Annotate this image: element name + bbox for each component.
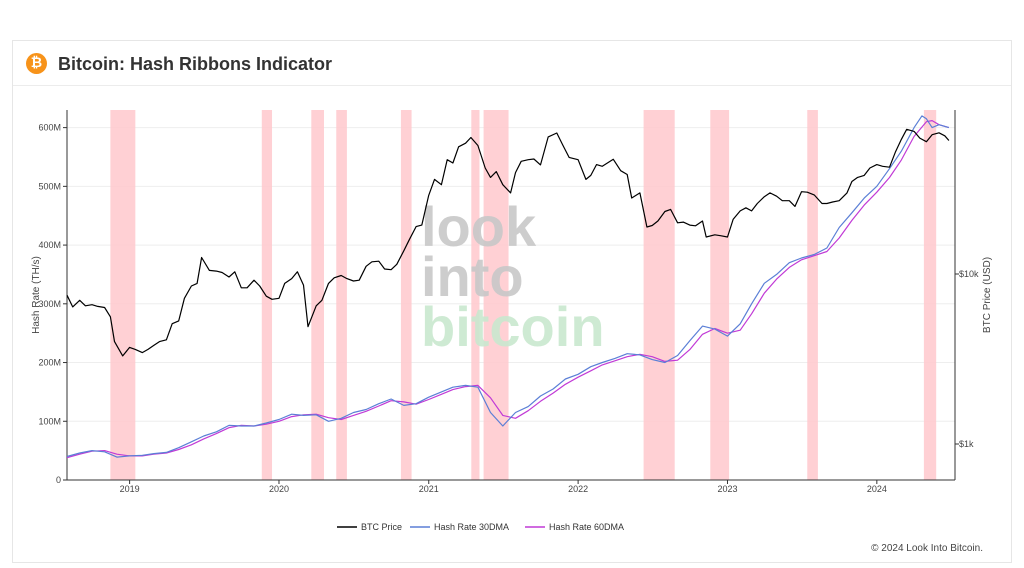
y2-axis-title: BTC Price (USD)	[982, 257, 993, 333]
chart-header: ₿ Bitcoin: Hash Ribbons Indicator	[13, 41, 1011, 86]
y-tick-label: 0	[56, 475, 61, 485]
capitulation-band	[110, 110, 136, 480]
legend-item: Hash Rate 30DMA	[410, 522, 509, 532]
bitcoin-logo-icon: ₿	[26, 53, 47, 74]
btc-price-line	[66, 128, 950, 357]
capitulation-band	[400, 110, 412, 480]
watermark-text: into	[421, 245, 524, 308]
watermark-text: bitcoin	[421, 295, 605, 358]
x-tick-label: 2021	[419, 484, 439, 494]
page-title: Bitcoin: Hash Ribbons Indicator	[58, 54, 333, 74]
y2-tick-label: $1k	[959, 439, 974, 449]
legend-item: BTC Price	[337, 522, 402, 532]
y-tick-label: 200M	[38, 358, 61, 368]
hash-rate-30dma-line	[66, 115, 950, 458]
y-tick-label: 100M	[38, 416, 61, 426]
x-tick-label: 2024	[867, 484, 887, 494]
x-tick-label: 2022	[568, 484, 588, 494]
capitulation-band	[261, 110, 273, 480]
legend-item: Hash Rate 60DMA	[525, 522, 624, 532]
x-tick-label: 2019	[120, 484, 140, 494]
capitulation-band	[311, 110, 324, 480]
x-tick-label: 2023	[717, 484, 737, 494]
watermark-text: look	[421, 195, 537, 258]
capitulation-band	[710, 110, 730, 480]
capitulation-band	[807, 110, 818, 480]
legend-label: Hash Rate 60DMA	[549, 522, 624, 532]
capitulation-band	[336, 110, 347, 480]
y-tick-label: 500M	[38, 181, 61, 191]
y-tick-label: 600M	[38, 123, 61, 133]
legend-label: Hash Rate 30DMA	[434, 522, 509, 532]
legend-label: BTC Price	[361, 522, 402, 532]
y2-tick-label: $10k	[959, 269, 979, 279]
y-tick-label: 400M	[38, 240, 61, 250]
capitulation-band	[643, 110, 675, 480]
y-tick-label: 300M	[38, 299, 61, 309]
copyright-text: © 2024 Look Into Bitcoin.	[871, 543, 983, 554]
x-tick-label: 2020	[269, 484, 289, 494]
capitulation-band	[923, 110, 937, 480]
y-axis-title: Hash Rate (TH/s)	[31, 256, 42, 334]
capitulation-band	[471, 110, 480, 480]
hash-rate-60dma-line	[66, 119, 950, 459]
